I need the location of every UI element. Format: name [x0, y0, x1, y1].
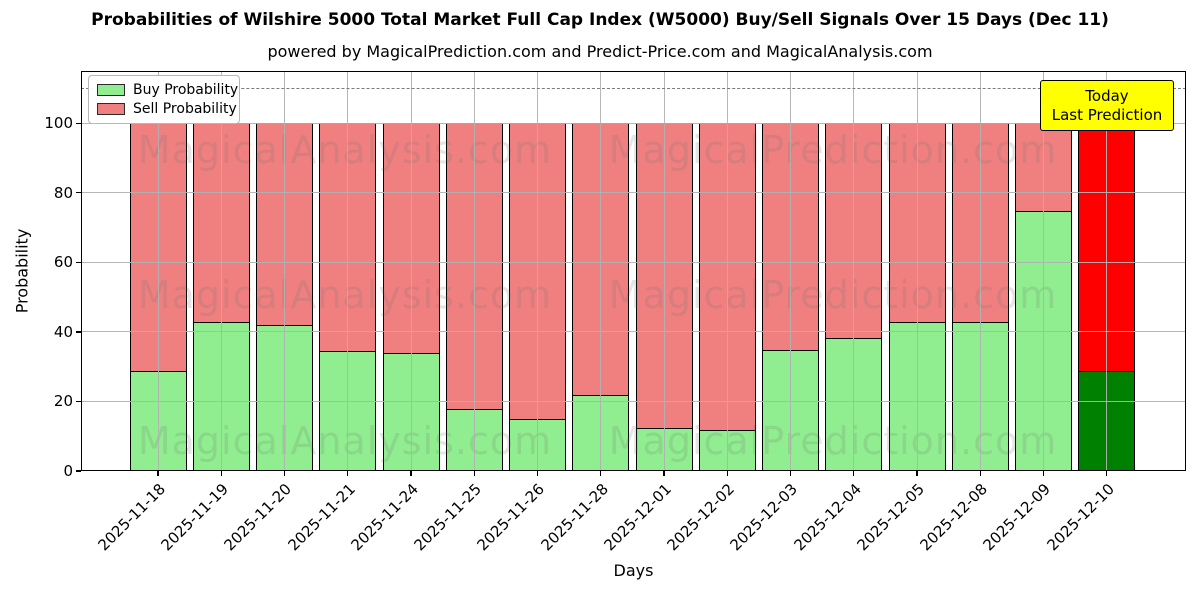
watermark-text: MagicalAnalysis.com: [137, 419, 553, 463]
y-tick-mark: [76, 122, 81, 124]
horizontal-gridline-overlay: [81, 192, 1186, 194]
x-tick-label: 2025-11-24: [347, 480, 422, 555]
chart-subtitle: powered by MagicalPrediction.com and Pre…: [267, 42, 933, 61]
plot-area: MagicalAnalysis.com MagicalPrediction.com…: [81, 71, 1186, 471]
x-tick-mark: [979, 471, 981, 476]
x-tick-label: 2025-12-09: [979, 480, 1055, 555]
x-tick-label: 2025-12-01: [600, 480, 675, 555]
x-tick-label: 2025-11-26: [473, 480, 549, 555]
x-tick-label: 2025-11-18: [94, 480, 169, 555]
x-tick-mark: [157, 471, 159, 476]
vertical-gridline-overlay: [1106, 71, 1108, 471]
buy-swatch-icon: [97, 84, 125, 96]
horizontal-gridline-overlay: [81, 261, 1186, 263]
legend-item-buy: Buy Probability: [97, 83, 238, 97]
vertical-gridline-overlay: [220, 71, 222, 471]
legend-label-sell: Sell Probability: [133, 101, 237, 117]
vertical-gridline-overlay: [410, 71, 412, 471]
vertical-gridline-overlay: [284, 71, 285, 471]
x-tick-label: 2025-12-02: [663, 480, 738, 555]
x-tick-label: 2025-11-20: [220, 480, 296, 555]
vertical-gridline-overlay: [726, 71, 728, 471]
legend-item-sell: Sell Probability: [97, 102, 237, 116]
vertical-gridline-overlay: [1043, 71, 1044, 471]
watermark-text: MagicalPrediction.com: [608, 419, 1058, 463]
vertical-gridline-overlay: [347, 71, 349, 471]
x-tick-mark: [410, 471, 412, 476]
vertical-gridline-overlay: [600, 71, 602, 471]
x-tick-mark: [1106, 471, 1108, 476]
x-axis-label: Days: [613, 561, 654, 580]
x-tick-label: 2025-11-21: [284, 480, 359, 555]
x-tick-mark: [600, 471, 602, 476]
today-annotation-line2: Last Prediction: [1051, 105, 1163, 124]
dashed-threshold-line: [81, 88, 1186, 90]
watermark-text: MagicalPrediction.com: [608, 128, 1058, 172]
vertical-gridline-overlay: [853, 71, 855, 471]
x-tick-mark: [220, 471, 222, 476]
vertical-gridline-overlay: [473, 71, 475, 471]
x-tick-label: 2025-12-08: [916, 480, 991, 555]
x-tick-mark: [473, 471, 475, 476]
horizontal-gridline: [81, 470, 1186, 471]
y-tick-label: 0: [63, 462, 73, 480]
x-tick-mark: [916, 471, 918, 476]
x-tick-label: 2025-12-10: [1043, 480, 1118, 555]
y-tick-mark: [76, 331, 81, 333]
y-tick-mark: [76, 261, 81, 263]
x-tick-mark: [347, 471, 349, 476]
horizontal-gridline-overlay: [81, 331, 1186, 333]
x-tick-mark: [853, 471, 855, 476]
y-tick-mark: [76, 192, 81, 194]
x-tick-mark: [726, 471, 728, 476]
x-tick-mark: [283, 471, 286, 476]
vertical-gridline-overlay: [790, 71, 791, 471]
x-tick-label: 2025-11-25: [410, 480, 485, 555]
legend-label-buy: Buy Probability: [133, 82, 239, 98]
x-tick-mark: [1042, 471, 1045, 476]
vertical-gridline-overlay: [979, 71, 981, 471]
vertical-gridline-overlay: [537, 71, 538, 471]
vertical-gridline-overlay: [663, 71, 665, 471]
x-tick-mark: [536, 471, 539, 476]
legend: Buy Probability Sell Probability: [88, 75, 240, 124]
watermark-text: MagicalAnalysis.com: [137, 128, 553, 172]
x-tick-label: 2025-11-19: [157, 480, 232, 555]
chart-title: Probabilities of Wilshire 5000 Total Mar…: [91, 10, 1109, 30]
watermark-text: MagicalAnalysis.com: [137, 273, 553, 317]
today-annotation-line1: Today: [1085, 86, 1129, 105]
horizontal-gridline-overlay: [81, 122, 1186, 124]
y-tick-label: 60: [53, 253, 73, 272]
y-tick-mark: [76, 400, 81, 403]
y-tick-label: 80: [53, 183, 73, 202]
x-tick-mark: [663, 471, 665, 476]
watermark-text: MagicalPrediction.com: [608, 273, 1058, 317]
x-tick-label: 2025-12-05: [853, 480, 928, 555]
x-tick-label: 2025-11-28: [537, 480, 612, 555]
x-tick-label: 2025-12-04: [790, 480, 865, 555]
y-tick-label: 100: [44, 114, 73, 133]
y-tick-label: 20: [53, 392, 73, 411]
sell-swatch-icon: [97, 103, 125, 115]
vertical-gridline-overlay: [916, 71, 918, 471]
vertical-gridline-overlay: [157, 71, 159, 471]
y-tick-mark: [76, 470, 81, 472]
x-tick-mark: [789, 471, 792, 476]
y-tick-label: 40: [53, 322, 73, 341]
today-annotation: Today Last Prediction: [1040, 80, 1174, 131]
x-tick-label: 2025-12-03: [726, 480, 802, 555]
horizontal-gridline-overlay: [81, 400, 1186, 402]
